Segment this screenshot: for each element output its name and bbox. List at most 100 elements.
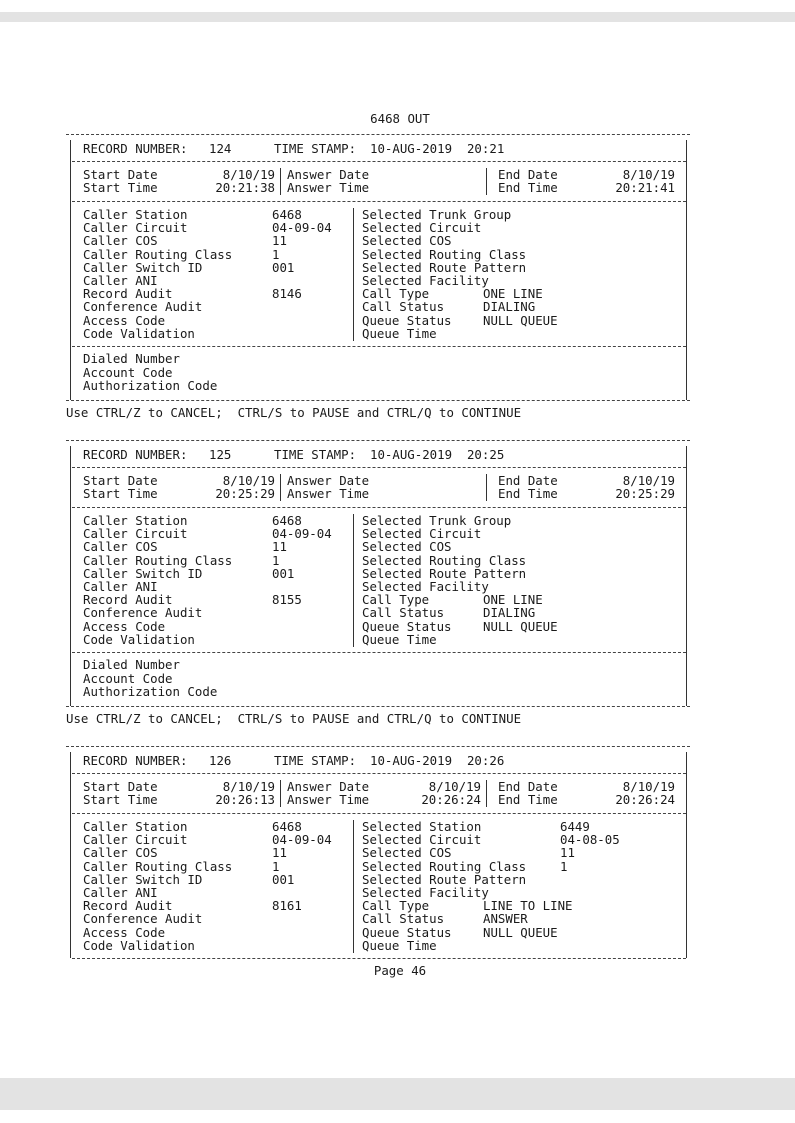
start-date-label: Start Date [83, 779, 158, 794]
left-field-label: Conference Audit [83, 605, 203, 621]
right-field-label: Call Type [362, 592, 430, 608]
right-field-label: Queue Status [362, 924, 452, 940]
left-field-label: Conference Audit [83, 299, 203, 315]
end-date-label: End Date [498, 473, 558, 488]
answer-time-label: Answer Time [287, 180, 370, 195]
left-field-label: Caller Circuit [83, 220, 188, 236]
start-date: 8/10/19 [222, 779, 275, 794]
end-time-label: End Time [498, 486, 558, 501]
left-field-value: 6468 [272, 513, 302, 528]
left-field-label: Access Code [83, 312, 166, 328]
column-separator [280, 474, 281, 501]
right-field-label: Selected COS [362, 539, 452, 555]
right-field-label: Queue Time [362, 325, 437, 341]
right-field-label: Selected Facility [362, 885, 489, 900]
right-field-value: 11 [560, 845, 575, 861]
dashed-divider [72, 652, 686, 653]
dashed-divider [72, 813, 686, 814]
end-date: 8/10/19 [622, 779, 675, 794]
left-field-label: Caller COS [83, 845, 158, 861]
right-field-value: 6449 [560, 819, 590, 834]
left-field-value: 1 [272, 858, 280, 874]
call-record: RECORD NUMBER: 125 TIME STAMP: 10-AUG-2019 … [0, 440, 795, 730]
answer-date-label: Answer Date [287, 167, 370, 182]
left-field-label: Caller COS [83, 233, 158, 249]
right-field-label: Selected Facility [362, 579, 489, 594]
page-number: Page 46 [373, 963, 427, 978]
left-field-value: 11 [272, 233, 287, 249]
column-separator [280, 780, 281, 807]
left-field-value: 001 [272, 259, 295, 275]
right-field-label: Selected Circuit [362, 220, 482, 236]
column-separator [353, 820, 354, 953]
left-field-value: 11 [272, 845, 287, 861]
record-number-label: RECORD NUMBER: [83, 753, 188, 768]
end-date: 8/10/19 [622, 167, 675, 182]
left-field-label: Record Audit [83, 286, 173, 302]
left-field-label: Caller Switch ID [83, 259, 203, 275]
start-date-label: Start Date [83, 167, 158, 182]
answer-time [361, 181, 481, 195]
answer-time-label: Answer Time [287, 486, 370, 501]
bottom-field-label: Account Code [83, 365, 173, 380]
end-date-label: End Date [498, 779, 558, 794]
dashed-divider [72, 346, 686, 347]
left-field-label: Record Audit [83, 898, 173, 914]
right-field-label: Selected Trunk Group [362, 207, 512, 222]
right-field-label: Queue Status [362, 618, 452, 634]
end-time: 20:21:41 [615, 180, 675, 195]
end-time-label: End Time [498, 792, 558, 807]
left-field-value: 04-09-04 [272, 832, 332, 848]
left-field-label: Code Validation [83, 937, 195, 953]
left-field-value: 11 [272, 539, 287, 555]
left-field-label: Caller ANI [83, 579, 158, 594]
answer-time [361, 487, 481, 501]
answer-date [361, 474, 481, 488]
right-field-label: Selected Circuit [362, 526, 482, 542]
start-time-label: Start Time [83, 792, 158, 807]
left-field-label: Caller Circuit [83, 526, 188, 542]
start-time: 20:25:29 [215, 486, 275, 501]
left-field-value: 1 [272, 246, 280, 262]
right-field-label: Call Status [362, 299, 445, 315]
start-time-label: Start Time [83, 486, 158, 501]
vertical-rule [70, 446, 71, 706]
left-field-label: Caller Circuit [83, 832, 188, 848]
left-field-label: Access Code [83, 924, 166, 940]
call-record: RECORD NUMBER: 124 TIME STAMP: 10-AUG-2019 … [0, 134, 795, 424]
column-separator [280, 168, 281, 195]
right-field-value: ONE LINE [483, 286, 543, 302]
right-field-label: Selected Routing Class [362, 858, 527, 874]
bottom-field-label: Authorization Code [83, 684, 218, 699]
dashed-divider [66, 706, 690, 707]
end-time: 20:26:24 [615, 792, 675, 807]
right-field-value: DIALING [483, 299, 536, 315]
dashed-divider [66, 134, 690, 135]
scan-top-band [0, 12, 795, 22]
right-field-label: Selected Station [362, 819, 482, 834]
control-hint: Use CTRL/Z to CANCEL; CTRL/S to PAUSE an… [66, 405, 522, 420]
left-field-label: Caller ANI [83, 885, 158, 900]
right-field-value: LINE TO LINE [483, 898, 573, 914]
left-field-label: Code Validation [83, 631, 195, 647]
dashed-divider [66, 400, 690, 401]
dashed-divider [72, 958, 686, 959]
right-field-value: NULL QUEUE [483, 924, 558, 940]
right-field-label: Selected Route Pattern [362, 871, 527, 887]
bottom-field-label: Dialed Number [83, 657, 180, 672]
left-field-value: 04-09-04 [272, 526, 332, 542]
left-field-label: Caller Routing Class [83, 858, 233, 874]
right-field-label: Queue Status [362, 312, 452, 328]
start-date-label: Start Date [83, 473, 158, 488]
bottom-field-label: Dialed Number [83, 351, 180, 366]
bottom-field-label: Account Code [83, 671, 173, 686]
answer-date-label: Answer Date [287, 779, 370, 794]
right-field-label: Selected Facility [362, 273, 489, 288]
dashed-divider [66, 746, 690, 747]
call-record: RECORD NUMBER: 126 TIME STAMP: 10-AUG-2019 … [0, 746, 795, 1036]
right-field-label: Selected Routing Class [362, 552, 527, 568]
dashed-divider [72, 467, 686, 468]
scan-bottom-band [0, 1078, 795, 1110]
vertical-rule [70, 752, 71, 958]
right-field-value: 1 [560, 858, 568, 874]
